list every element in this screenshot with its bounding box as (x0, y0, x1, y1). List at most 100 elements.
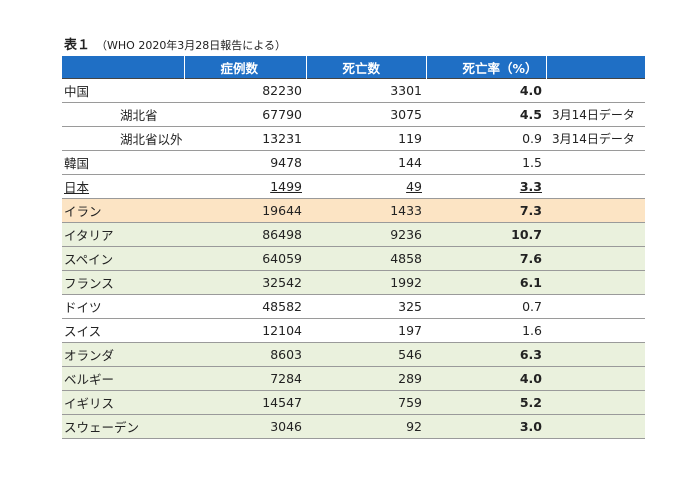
note-cell (546, 342, 645, 367)
cases-cell: 13231 (184, 126, 306, 151)
header-rate: 死亡率（%） (425, 56, 546, 79)
country-cell: 韓国 (62, 150, 184, 175)
cases-cell: 9478 (184, 150, 306, 175)
deaths-cell: 9236 (306, 222, 426, 247)
country-cell: スウェーデン (62, 414, 184, 439)
note-cell (546, 150, 645, 175)
rate-cell: 4.0 (426, 78, 546, 103)
deaths-cell: 92 (306, 414, 426, 439)
country-cell: フランス (62, 270, 184, 295)
deaths-cell: 119 (306, 126, 426, 151)
cases-cell: 1499 (184, 174, 306, 199)
table-row: イタリア 86498 9236 10.7 (62, 222, 645, 247)
rate-cell: 1.5 (426, 150, 546, 175)
table-row: 湖北省以外 13231 119 0.9 3月14日データ (62, 126, 645, 151)
table-title-main: 表１ (64, 38, 91, 53)
cases-cell: 12104 (184, 318, 306, 343)
rate-cell: 1.6 (426, 318, 546, 343)
note-cell (546, 78, 645, 103)
cases-cell: 64059 (184, 246, 306, 271)
country-cell: 日本 (62, 174, 184, 199)
country-cell: スペイン (62, 246, 184, 271)
note-cell (546, 222, 645, 247)
note-cell (546, 174, 645, 199)
note-cell (546, 246, 645, 271)
deaths-cell: 4858 (306, 246, 426, 271)
header-row: 症例数 死亡数 死亡率（%） (62, 56, 645, 79)
deaths-cell: 197 (306, 318, 426, 343)
rate-cell: 7.6 (426, 246, 546, 271)
header-cases: 症例数 (183, 56, 306, 79)
country-cell: イギリス (62, 390, 184, 415)
cases-cell: 3046 (184, 414, 306, 439)
rate-cell: 4.5 (426, 102, 546, 127)
header-note (545, 56, 645, 79)
note-cell (546, 294, 645, 319)
deaths-cell: 3075 (306, 102, 426, 127)
table-row: 中国 82230 3301 4.0 (62, 78, 645, 103)
country-cell: スイス (62, 318, 184, 343)
rate-cell: 4.0 (426, 366, 546, 391)
table-row: スウェーデン 3046 92 3.0 (62, 414, 645, 439)
note-cell (546, 318, 645, 343)
country-cell: ベルギー (62, 366, 184, 391)
deaths-value: 49 (406, 179, 422, 194)
rate-cell: 0.7 (426, 294, 546, 319)
header-country (62, 56, 184, 79)
table-row: スペイン 64059 4858 7.6 (62, 246, 645, 271)
table-row: 湖北省 67790 3075 4.5 3月14日データ (62, 102, 645, 127)
note-cell (546, 414, 645, 439)
note-cell (546, 366, 645, 391)
cases-cell: 19644 (184, 198, 306, 223)
table-title: 表１ （WHO 2020年3月28日報告による） (64, 34, 286, 53)
country-cell: 中国 (62, 78, 184, 103)
table-row: スイス 12104 197 1.6 (62, 318, 645, 343)
rate-cell: 0.9 (426, 126, 546, 151)
rate-cell: 6.1 (426, 270, 546, 295)
deaths-cell: 1992 (306, 270, 426, 295)
note-cell (546, 270, 645, 295)
country-cell: ドイツ (62, 294, 184, 319)
country-cell: 湖北省以外 (62, 126, 184, 151)
table-title-sub: （WHO 2020年3月28日報告による） (96, 39, 286, 52)
deaths-cell: 546 (306, 342, 426, 367)
rate-cell: 3.3 (426, 174, 546, 199)
cases-cell: 8603 (184, 342, 306, 367)
table-row: フランス 32542 1992 6.1 (62, 270, 645, 295)
note-cell: 3月14日データ (546, 126, 645, 151)
country-label: 日本 (64, 180, 90, 195)
cases-cell: 14547 (184, 390, 306, 415)
table-row: イラン 19644 1433 7.3 (62, 198, 645, 223)
deaths-cell: 289 (306, 366, 426, 391)
table-row: ドイツ 48582 325 0.7 (62, 294, 645, 319)
cases-cell: 67790 (184, 102, 306, 127)
cases-cell: 7284 (184, 366, 306, 391)
deaths-cell: 759 (306, 390, 426, 415)
table-row: 日本 1499 49 3.3 (62, 174, 645, 199)
cases-value: 1499 (270, 179, 302, 194)
rate-cell: 6.3 (426, 342, 546, 367)
covid-stats-table: 症例数 死亡数 死亡率（%） 中国 82230 3301 4.0 湖北省 677… (62, 56, 645, 439)
note-cell: 3月14日データ (546, 102, 645, 127)
table-row: ベルギー 7284 289 4.0 (62, 366, 645, 391)
deaths-cell: 144 (306, 150, 426, 175)
note-cell (546, 198, 645, 223)
deaths-cell: 3301 (306, 78, 426, 103)
country-cell: 湖北省 (62, 102, 184, 127)
deaths-cell: 325 (306, 294, 426, 319)
cases-cell: 82230 (184, 78, 306, 103)
country-cell: オランダ (62, 342, 184, 367)
rate-cell: 10.7 (426, 222, 546, 247)
table-row: オランダ 8603 546 6.3 (62, 342, 645, 367)
rate-cell: 7.3 (426, 198, 546, 223)
note-cell (546, 390, 645, 415)
rate-value: 3.3 (519, 179, 542, 194)
header-deaths: 死亡数 (305, 56, 426, 79)
table-row: イギリス 14547 759 5.2 (62, 390, 645, 415)
country-cell: イラン (62, 198, 184, 223)
deaths-cell: 49 (306, 174, 426, 199)
country-cell: イタリア (62, 222, 184, 247)
table-row: 韓国 9478 144 1.5 (62, 150, 645, 175)
rate-cell: 3.0 (426, 414, 546, 439)
cases-cell: 86498 (184, 222, 306, 247)
